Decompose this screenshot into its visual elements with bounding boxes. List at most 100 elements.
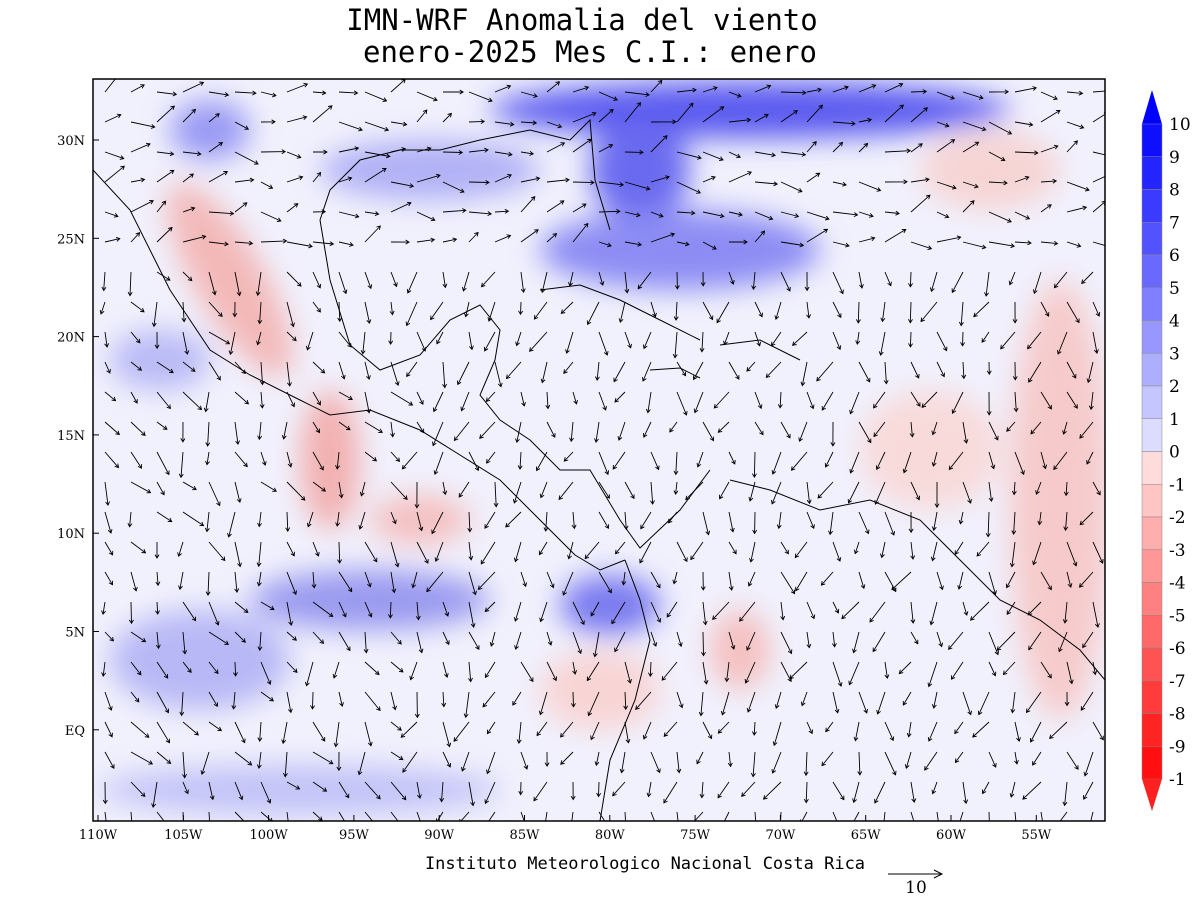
wind-vector	[406, 361, 418, 378]
wind-vector	[338, 90, 359, 96]
wind-vector	[536, 721, 548, 737]
wind-vector	[909, 421, 915, 438]
colorbar-label: -2	[1169, 508, 1186, 528]
wind-vector	[416, 331, 427, 352]
wind-vector	[650, 119, 677, 125]
wind-vector	[390, 751, 404, 761]
wind-vector	[520, 229, 539, 243]
lon-label: 90W	[424, 828, 455, 843]
colorbar-label: 1	[1169, 410, 1180, 430]
wind-vector	[104, 541, 114, 556]
wind-vector	[754, 230, 766, 243]
wind-vector	[416, 237, 436, 243]
wind-vector	[1009, 781, 1016, 798]
wind-vector	[806, 172, 821, 183]
lat-label: 20N	[57, 331, 85, 346]
wind-vector	[910, 781, 917, 803]
wind-vector	[256, 571, 262, 587]
wind-vector	[948, 631, 964, 650]
wind-vector	[910, 541, 916, 560]
wind-vector	[390, 181, 415, 189]
wind-vector	[752, 451, 757, 478]
wind-vector	[746, 691, 756, 713]
wind-vector	[546, 571, 555, 589]
wind-vector	[780, 110, 799, 123]
wind-vector	[930, 541, 938, 562]
wind-vector	[910, 107, 928, 123]
wind-vector	[960, 331, 966, 347]
wind-vector	[642, 721, 652, 740]
wind-vector	[467, 511, 473, 533]
wind-vector	[614, 541, 626, 555]
wind-vector	[486, 451, 496, 464]
wind-vector	[702, 721, 713, 740]
wind-vector	[1092, 481, 1101, 496]
wind-vector	[543, 511, 549, 532]
wind-vector	[338, 211, 360, 219]
wind-vector	[305, 331, 314, 351]
wind-vector	[696, 751, 704, 765]
wind-vector	[884, 148, 912, 154]
wind-vector	[544, 751, 550, 767]
wind-vector	[858, 236, 876, 243]
wind-vectors	[99, 79, 1105, 821]
wind-vector	[988, 241, 1016, 249]
wind-vector	[1058, 631, 1068, 653]
wind-vector	[520, 271, 526, 294]
wind-vector	[179, 691, 185, 717]
wind-vector	[598, 511, 610, 530]
wind-vector	[806, 631, 812, 649]
wind-vector	[587, 691, 600, 717]
wind-vector	[520, 391, 526, 407]
wind-vector	[739, 601, 756, 622]
wind-vector	[338, 811, 345, 821]
wind-vector	[546, 421, 556, 438]
wind-vector	[178, 571, 184, 591]
wind-vector	[364, 451, 378, 462]
wind-vector	[598, 571, 612, 594]
wind-vector	[364, 151, 391, 159]
wind-vector	[951, 391, 964, 414]
wind-vector	[832, 661, 843, 687]
wind-vector	[858, 142, 869, 153]
wind-vector	[416, 541, 429, 564]
wind-vector	[723, 331, 730, 346]
wind-vector	[910, 194, 931, 213]
wind-vector	[1079, 421, 1094, 439]
wind-vector	[468, 331, 474, 351]
wind-vector	[208, 211, 235, 216]
wind-vector	[156, 481, 165, 496]
subtitle: enero-2025 Mes C.I.: enero	[363, 35, 817, 69]
wind-vector	[208, 661, 219, 675]
wind-vector	[751, 271, 757, 291]
wind-vector	[546, 81, 561, 93]
wind-vector	[720, 691, 730, 716]
colorbar-label: 3	[1169, 344, 1180, 364]
wind-vector	[468, 631, 480, 650]
wind-vector	[1088, 391, 1094, 411]
wind-vector	[338, 331, 352, 348]
wind-vector	[770, 331, 782, 347]
wind-vector	[910, 89, 928, 94]
wind-vector	[304, 661, 314, 687]
wind-vector	[1010, 691, 1016, 714]
wind-vector	[1078, 571, 1094, 588]
wind-vector	[1040, 571, 1052, 591]
wind-vector	[910, 177, 930, 183]
wind-vector	[312, 391, 321, 406]
wind-vector	[1006, 421, 1016, 432]
wind-vector	[1049, 721, 1068, 739]
wind-vector	[337, 541, 342, 564]
wind-vector	[432, 421, 444, 447]
wind-vector	[1011, 511, 1017, 535]
wind-vector	[598, 91, 618, 101]
wind-vector	[364, 121, 390, 132]
wind-vector	[312, 751, 334, 765]
wind-vector	[713, 391, 730, 409]
wind-vector	[676, 210, 696, 216]
wind-vector	[1062, 601, 1068, 624]
wind-vector	[1092, 541, 1104, 564]
wind-vector	[612, 451, 626, 470]
wind-vector	[1014, 121, 1034, 127]
colorbar-box	[1141, 615, 1163, 649]
